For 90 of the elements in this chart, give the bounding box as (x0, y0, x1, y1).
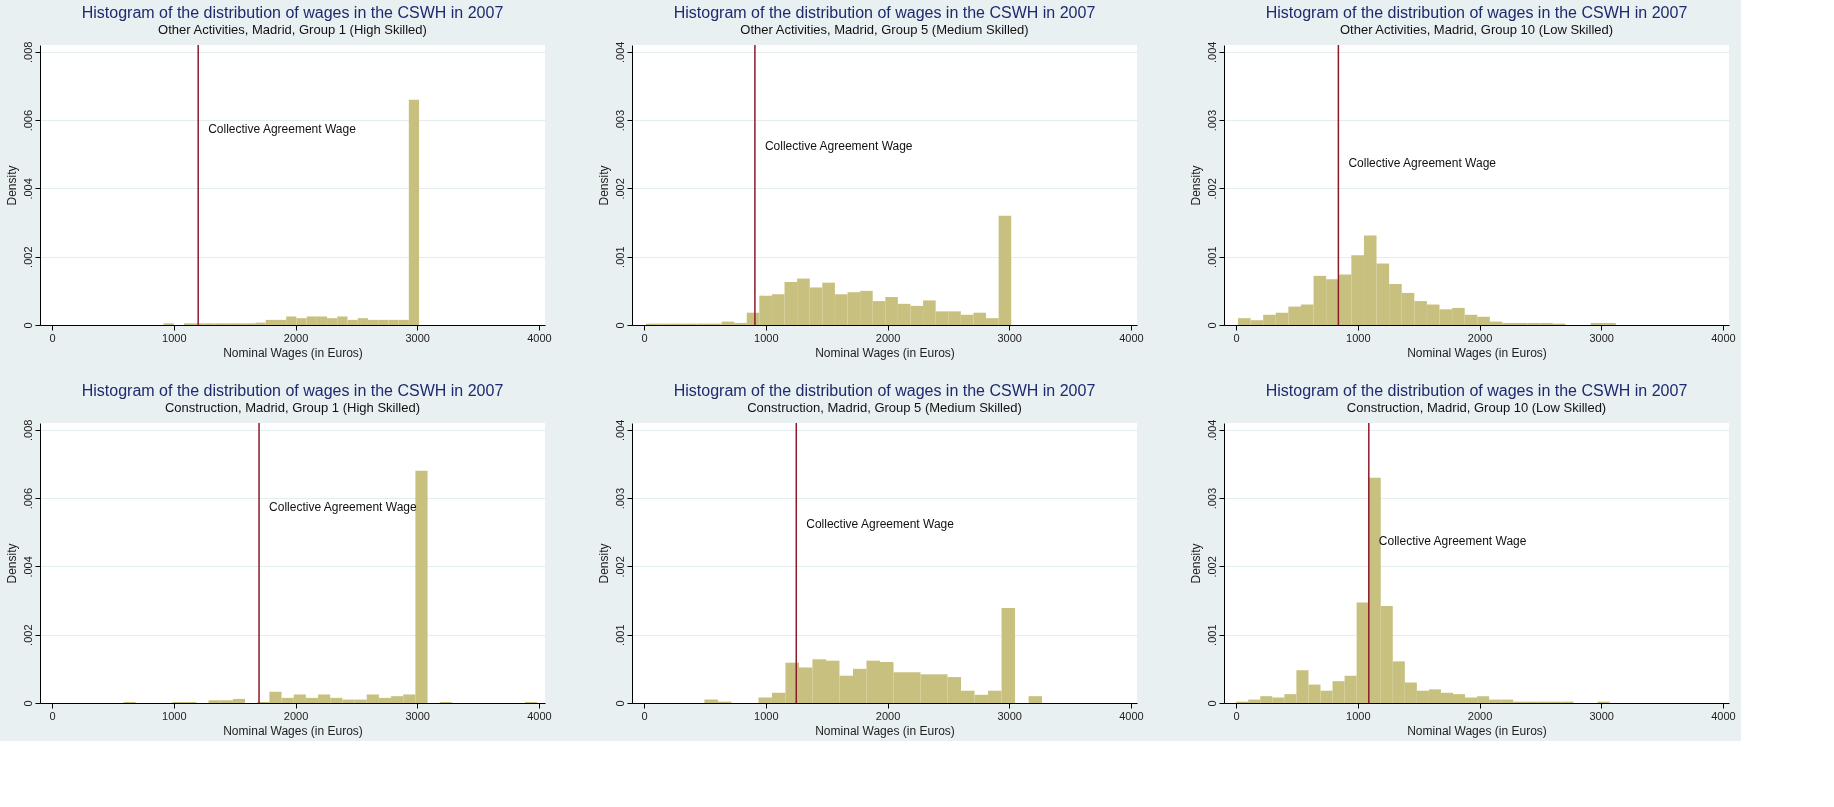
chart-title: Histogram of the distribution of wages in the CSWH in 2007 (1265, 4, 1688, 22)
y-tick-label: 0 (613, 322, 626, 329)
x-tick-label: 0 (641, 331, 648, 344)
annotation: Collective Agreement Wage (208, 122, 357, 136)
y-tick-label: .001 (613, 624, 626, 646)
y-tick-label: 0 (1205, 322, 1218, 329)
x-tick-label: 1000 (162, 709, 187, 722)
x-tick-label: 4000 (1119, 709, 1144, 722)
y-tick-label: .001 (613, 246, 626, 268)
chart-subtitle: Construction, Madrid, Group 1 (High Skilled) (164, 400, 421, 416)
x-tick-label: 3000 (997, 331, 1022, 344)
x-tick-label: 0 (49, 331, 56, 344)
y-tick-label: .008 (21, 41, 34, 64)
y-tick-label: .003 (613, 487, 626, 510)
y-axis-title: Density (4, 543, 19, 584)
annotation: Collective Agreement Wage (1378, 533, 1527, 548)
y-axis-title: Density (1188, 543, 1203, 584)
y-tick-label: .001 (1205, 246, 1218, 268)
chart-title: Histogram of the distribution of wages in the CSWH in 2007 (81, 4, 504, 22)
x-axis-title: Nominal Wages (in Euros) (1407, 345, 1547, 360)
annotation: Collective Agreement Wage (1348, 155, 1497, 170)
annotation: Collective Agreement Wage (269, 500, 417, 514)
x-tick-label: 4000 (1119, 331, 1144, 344)
x-tick-label: 2000 (875, 331, 901, 344)
y-axis-title: Density (596, 165, 611, 206)
x-tick-label: 1000 (1346, 331, 1371, 344)
chart-title: Histogram of the distribution of wages in the CSWH in 2007 (673, 382, 1096, 400)
x-tick-label: 0 (1233, 331, 1240, 344)
annotation: Collective Agreement Wage (764, 138, 913, 153)
chart-subtitle: Construction, Madrid, Group 10 (Low Skilled) (1346, 400, 1607, 416)
x-tick-label: 2000 (283, 331, 309, 344)
chart-subtitle: Other Activities, Madrid, Group 1 (High Skilled) (158, 22, 427, 38)
x-axis-title: Nominal Wages (in Euros) (1407, 723, 1547, 738)
y-tick-label: .002 (21, 246, 34, 268)
chart-title: Histogram of the distribution of wages in the CSWH in 2007 (1265, 382, 1688, 400)
y-tick-label: .008 (21, 419, 34, 442)
y-tick-label: .004 (613, 41, 626, 64)
chart-title: Histogram of the distribution of wages in the CSWH in 2007 (673, 4, 1096, 22)
y-tick-label: .002 (1205, 178, 1218, 200)
y-tick-label: 0 (1205, 700, 1218, 707)
y-tick-label: 0 (613, 700, 626, 707)
x-axis-title: Nominal Wages (in Euros) (223, 345, 363, 360)
y-tick-label: .002 (21, 624, 34, 646)
y-axis-title: Density (596, 543, 611, 584)
y-tick-label: .004 (1205, 419, 1218, 442)
y-tick-label: 0 (21, 700, 34, 707)
y-tick-label: .004 (613, 419, 626, 442)
y-tick-label: .004 (21, 178, 34, 200)
y-tick-label: .006 (21, 487, 34, 510)
x-tick-label: 4000 (527, 331, 552, 344)
y-tick-label: .003 (613, 109, 626, 132)
x-tick-label: 0 (641, 709, 648, 722)
chart-title: Histogram of the distribution of wages in the CSWH in 2007 (81, 382, 504, 400)
x-tick-label: 1000 (754, 709, 779, 722)
y-tick-label: .003 (1205, 109, 1218, 132)
x-tick-label: 3000 (997, 709, 1022, 722)
x-tick-label: 4000 (1711, 331, 1736, 344)
x-tick-label: 2000 (283, 709, 309, 722)
chart-subtitle: Other Activities, Madrid, Group 5 (Medium Skilled) (740, 22, 1029, 38)
annotation: Collective Agreement Wage (806, 516, 955, 531)
y-tick-label: 0 (21, 322, 34, 329)
x-tick-label: 0 (1233, 709, 1240, 722)
y-tick-label: .006 (21, 109, 34, 132)
x-tick-label: 4000 (1711, 709, 1736, 722)
x-tick-label: 3000 (1589, 709, 1614, 722)
x-axis-title: Nominal Wages (in Euros) (223, 723, 363, 738)
x-tick-label: 1000 (1346, 709, 1371, 722)
x-tick-label: 2000 (1467, 709, 1493, 722)
chart-subtitle: Other Activities, Madrid, Group 10 (Low Skilled) (1339, 22, 1614, 38)
x-tick-label: 1000 (162, 331, 187, 344)
x-tick-label: 3000 (405, 331, 430, 344)
y-tick-label: .004 (21, 556, 34, 578)
x-tick-label: 0 (49, 709, 56, 722)
x-axis-title: Nominal Wages (in Euros) (815, 723, 955, 738)
chart-subtitle: Construction, Madrid, Group 5 (Medium Skilled) (747, 400, 1022, 416)
y-tick-label: .004 (1205, 41, 1218, 64)
x-tick-label: 2000 (875, 709, 901, 722)
x-tick-label: 1000 (754, 331, 779, 344)
x-tick-label: 2000 (1467, 331, 1493, 344)
y-axis-title: Density (4, 165, 19, 206)
x-tick-label: 3000 (1589, 331, 1614, 344)
x-tick-label: 3000 (405, 709, 430, 722)
x-tick-label: 4000 (527, 709, 552, 722)
y-tick-label: .002 (613, 178, 626, 200)
x-axis-title: Nominal Wages (in Euros) (815, 345, 955, 360)
y-tick-label: .002 (613, 556, 626, 578)
y-tick-label: .003 (1205, 487, 1218, 510)
y-tick-label: .002 (1205, 556, 1218, 578)
y-axis-title: Density (1188, 165, 1203, 206)
y-tick-label: .001 (1205, 624, 1218, 646)
